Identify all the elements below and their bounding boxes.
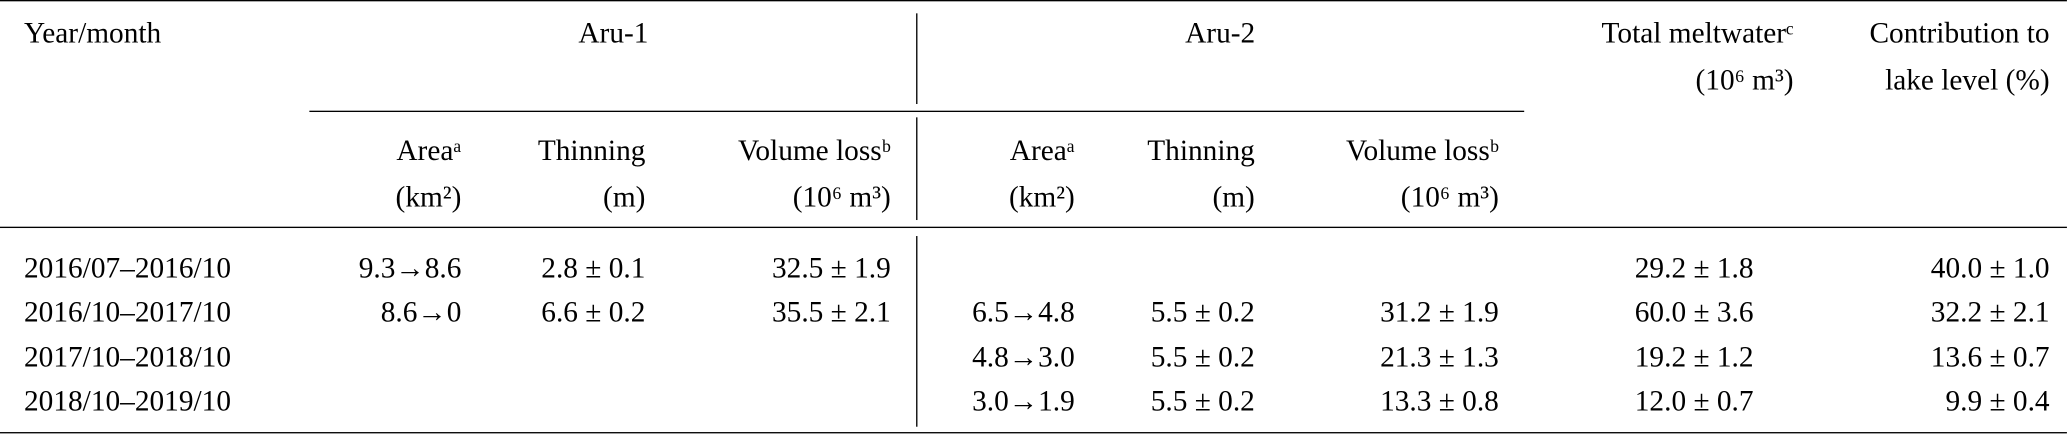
column-header: Total meltwaterᶜ bbox=[1601, 16, 1794, 50]
cell: 32.2 ± 2.1 bbox=[1930, 294, 2050, 329]
header-rule bbox=[0, 226, 2067, 229]
row-label: 2016/10–2017/10 bbox=[24, 294, 232, 329]
cell: 5.5 ± 0.2 bbox=[1150, 384, 1255, 418]
cell: 32.5 ± 1.9 bbox=[771, 250, 891, 285]
sub-header: (m) bbox=[603, 180, 646, 214]
sub-header: (10⁶ m³) bbox=[792, 180, 891, 214]
cell: 9.3→8.6 bbox=[358, 250, 462, 285]
cell: 35.5 ± 2.1 bbox=[771, 294, 891, 329]
group-header: Aru-1 bbox=[578, 16, 649, 50]
group-header: Aru-2 bbox=[1185, 16, 1256, 50]
sub-header: Volume lossᵇ bbox=[737, 133, 891, 167]
row-label: 2018/10–2019/10 bbox=[24, 384, 232, 418]
cell: 5.5 ± 0.2 bbox=[1150, 340, 1255, 374]
cell: 9.9 ± 0.4 bbox=[1945, 384, 2050, 418]
cell: 40.0 ± 1.0 bbox=[1930, 250, 2050, 285]
cell: 6.5→4.8 bbox=[972, 294, 1075, 329]
cell: 21.3 ± 1.3 bbox=[1380, 340, 1499, 374]
cell: 4.8→3.0 bbox=[972, 340, 1075, 374]
sub-header: (km²) bbox=[1008, 180, 1075, 214]
group-divider bbox=[916, 13, 918, 105]
cell: 2.8 ± 0.1 bbox=[541, 250, 646, 285]
column-header: (10⁶ m³) bbox=[1695, 62, 1794, 97]
row-label: 2016/07–2016/10 bbox=[24, 250, 232, 285]
group-rule bbox=[309, 110, 1525, 113]
cell: 29.2 ± 1.8 bbox=[1634, 250, 1754, 285]
sub-header: Thinning bbox=[537, 133, 646, 167]
cell: 60.0 ± 3.6 bbox=[1634, 294, 1754, 329]
cell: 5.5 ± 0.2 bbox=[1150, 294, 1255, 329]
column-header: Year/month bbox=[24, 16, 162, 50]
cell: 13.6 ± 0.7 bbox=[1930, 340, 2050, 374]
sub-header: Areaᵃ bbox=[396, 133, 462, 167]
sub-header: (10⁶ m³) bbox=[1400, 180, 1499, 214]
sub-header: (m) bbox=[1212, 180, 1255, 214]
group-divider bbox=[916, 236, 918, 427]
cell: 13.3 ± 0.8 bbox=[1380, 384, 1499, 418]
cell: 31.2 ± 1.9 bbox=[1380, 294, 1499, 329]
column-header: lake level (%) bbox=[1885, 62, 2050, 97]
cell: 6.6 ± 0.2 bbox=[541, 294, 646, 329]
sub-header: Volume lossᵇ bbox=[1346, 133, 1499, 167]
sub-header: Areaᵃ bbox=[1009, 133, 1075, 167]
column-header: Contribution to bbox=[1869, 16, 2050, 50]
sub-header: (km²) bbox=[395, 180, 462, 214]
cell: 8.6→0 bbox=[380, 294, 462, 329]
cell: 3.0→1.9 bbox=[972, 384, 1075, 418]
cell: 19.2 ± 1.2 bbox=[1634, 340, 1754, 374]
sub-header: Thinning bbox=[1147, 133, 1255, 167]
group-divider bbox=[916, 117, 918, 221]
row-label: 2017/10–2018/10 bbox=[24, 340, 232, 374]
bottom-rule bbox=[0, 432, 2067, 434]
top-rule bbox=[0, 0, 2067, 2]
cell: 12.0 ± 0.7 bbox=[1634, 384, 1754, 418]
